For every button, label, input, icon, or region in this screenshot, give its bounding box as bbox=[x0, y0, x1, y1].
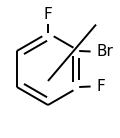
Text: F: F bbox=[44, 7, 52, 22]
Text: F: F bbox=[96, 79, 105, 94]
Text: Br: Br bbox=[96, 44, 113, 59]
